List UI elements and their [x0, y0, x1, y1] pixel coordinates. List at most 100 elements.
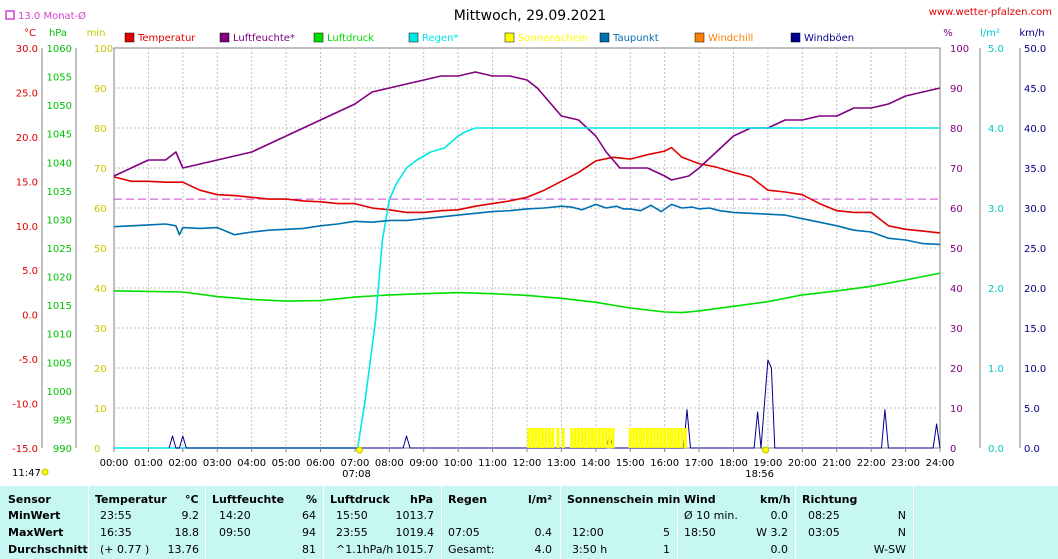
sunshine-bar: [670, 428, 674, 448]
table-cell-wind-time: Ø 10 min.: [684, 509, 738, 522]
humidity-tick: 80: [950, 124, 963, 135]
humidity-tick: 60: [950, 204, 963, 215]
x-tick-label: 00:00: [100, 458, 129, 469]
summary-table: Sensor Temperatur °C Luftfeuchte % Luftd…: [0, 486, 1058, 559]
sunshine-bar: [601, 428, 605, 448]
legend-swatch-pressure: [313, 32, 324, 43]
table-cell-dir-time: 08:25: [808, 509, 840, 522]
sunshine-bar: [645, 428, 649, 448]
sunshine-tick: 90: [94, 84, 107, 95]
wind-tick: 15.0: [1024, 324, 1046, 335]
x-tick-label: 16:00: [650, 458, 679, 469]
sunrise-time: 07:08: [342, 469, 371, 480]
table-cell-dir-val: N: [897, 526, 906, 539]
chart-title: Mittwoch, 29.09.2021: [454, 8, 607, 24]
wind-tick: 0.0: [1024, 444, 1040, 455]
sunshine-bar: [673, 428, 677, 448]
legend-swatch-humidity: [219, 32, 230, 43]
wind-unit-label: km/h: [1019, 28, 1044, 39]
wind-tick: 25.0: [1024, 244, 1046, 255]
table-cell-press-time: 23:55: [336, 526, 368, 539]
hdr-temp-unit: °C: [185, 493, 199, 506]
series-line-rain: [114, 127, 940, 449]
temp-tick: 25.0: [16, 88, 38, 99]
temp-tick: -5.0: [18, 355, 38, 366]
sunset-marker-icon: [762, 446, 770, 454]
sunshine-bar: [666, 428, 670, 448]
table-cell-press-time: ^1.1hPa/h: [336, 543, 394, 556]
sunshine-tick: 30: [94, 324, 107, 335]
hdr-rain: Regen: [448, 493, 488, 506]
legend-label-sunshine: Sonnenschein: [518, 33, 588, 44]
table-cell-rain-time: 07:05: [448, 526, 480, 539]
legend-label-dewpoint: Taupunkt: [612, 33, 659, 44]
table-cell-hum-time: 14:20: [219, 509, 251, 522]
sunshine-tick: 0: [94, 444, 100, 455]
website-label: www.wetter-pfalzen.com: [929, 7, 1052, 18]
table-cell-press-val: 1015.7: [395, 543, 435, 556]
legend-swatch-sunshine: [504, 32, 515, 43]
sunshine-bar: [590, 428, 594, 448]
table-cell-wind-val: 0.0: [770, 543, 789, 556]
sunshine-tick: 80: [94, 124, 107, 135]
x-tick-label: 04:00: [237, 458, 266, 469]
series-line-humidity: [113, 71, 941, 181]
table-cell-hum-val: 81: [302, 543, 316, 556]
sunshine-bar: [570, 428, 574, 448]
sunshine-bar: [580, 428, 584, 448]
table-cell-sun-val: 1: [663, 543, 670, 556]
sunshine-bar: [594, 428, 598, 448]
temp-tick: 30.0: [16, 44, 38, 55]
sunshine-tick: 40: [94, 284, 107, 295]
temp-tick: 10.0: [16, 222, 38, 233]
sunset-time: 18:56: [745, 469, 774, 480]
wind-tick: 45.0: [1024, 84, 1046, 95]
table-cell-temp-time: (+ 0.77 ): [100, 543, 150, 556]
wind-tick: 30.0: [1024, 204, 1046, 215]
table-cell-label: MaxWert: [8, 526, 64, 539]
humidity-tick: 100: [950, 44, 969, 55]
x-tick-label: 08:00: [375, 458, 404, 469]
pressure-tick: 1000: [47, 387, 72, 398]
table-cell-wind-val: 0.0: [770, 509, 789, 522]
pressure-tick: 1025: [47, 244, 72, 255]
legend-swatch-dewpoint: [599, 32, 610, 43]
legend-label-temperature: Temperatur: [137, 33, 196, 44]
hdr-temperature: Temperatur: [95, 493, 167, 506]
sunshine-tick: 70: [94, 164, 107, 175]
sunshine-bar: [680, 428, 684, 448]
table-cell-hum-val: 94: [302, 526, 316, 539]
weather-chart: Mittwoch, 29.09.2021 www.wetter-pfalzen.…: [5, 7, 1052, 480]
sunshine-bar: [537, 428, 541, 448]
table-cell-dir-time: 03:05: [808, 526, 840, 539]
current-time-sun-icon: [41, 468, 49, 476]
sunshine-bar: [632, 428, 636, 448]
x-tick-label: 03:00: [203, 458, 232, 469]
legend-label-windchill: Windchill: [708, 33, 753, 44]
sunshine-bar: [573, 428, 577, 448]
x-tick-label: 14:00: [581, 458, 610, 469]
hdr-pressure: Luftdruck: [330, 493, 390, 506]
table-cell-rain-time: Gesamt:: [448, 543, 495, 556]
series-line-temperature: [113, 146, 941, 234]
sunshine-bar: [659, 428, 663, 448]
pressure-tick: 1055: [47, 73, 72, 84]
rain-tick: 2.0: [988, 284, 1004, 295]
series-line-gusts: [168, 359, 941, 449]
sunshine-bar: [584, 428, 588, 448]
temp-tick: 5.0: [22, 266, 38, 277]
sunshine-bar: [663, 428, 667, 448]
x-tick-label: 11:00: [478, 458, 507, 469]
hdr-press-unit: hPa: [410, 493, 434, 506]
rain-tick: 3.0: [988, 204, 1004, 215]
sunshine-unit-label: min: [87, 28, 106, 39]
sunshine-bar: [676, 428, 680, 448]
sunshine-bar: [547, 428, 551, 448]
pressure-tick: 995: [53, 415, 72, 426]
sunshine-bar: [544, 428, 548, 448]
temp-unit-label: °C: [24, 28, 36, 39]
x-tick-label: 19:00: [754, 458, 783, 469]
pressure-unit-label: hPa: [49, 28, 67, 39]
humidity-tick: 10: [950, 404, 963, 415]
table-cell-dir-val: W-SW: [873, 543, 906, 556]
